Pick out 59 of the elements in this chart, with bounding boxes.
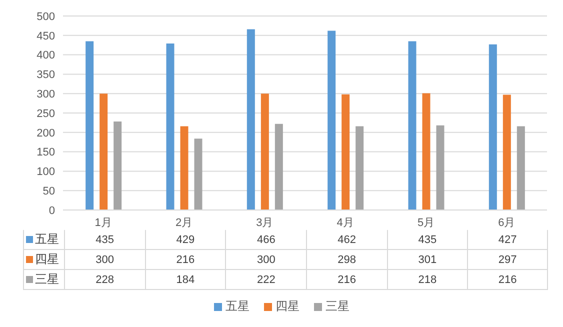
data-label: 184 [144, 270, 226, 290]
data-label: 300 [225, 250, 306, 270]
bar [356, 126, 364, 210]
bar [436, 125, 444, 210]
legend-label: 三星 [23, 270, 64, 290]
data-label: 298 [306, 250, 387, 270]
text: 三星 [326, 299, 350, 313]
x-tick-label: 2月 [175, 216, 193, 229]
data-label: 297 [467, 250, 548, 270]
data-label: 228 [64, 270, 145, 290]
data-label: 435 [386, 230, 468, 250]
data-label: 216 [306, 270, 387, 290]
data-label: 218 [386, 270, 468, 290]
bar [516, 126, 525, 210]
data-label: 427 [467, 230, 548, 250]
x-tick-label: 5月 [417, 216, 435, 229]
x-tick-label: 4月 [336, 216, 354, 229]
y-tick-label: 300 [36, 88, 55, 101]
bar [488, 44, 497, 210]
bar [328, 30, 336, 210]
y-tick-label: 400 [36, 50, 55, 62]
text: 五星 [226, 299, 250, 313]
bar [180, 126, 188, 210]
bar [502, 94, 511, 210]
y-tick-label: 150 [36, 146, 55, 159]
bar [246, 29, 255, 210]
y-tick-label: 350 [36, 69, 55, 82]
data-label: 300 [64, 250, 145, 270]
bar [260, 94, 269, 210]
data-label: 435 [64, 230, 145, 250]
data-label: 301 [386, 250, 468, 270]
bar [274, 124, 283, 210]
y-tick-label: 100 [36, 166, 55, 178]
legend-label: 五星 [23, 230, 64, 250]
y-tick-label: 50 [42, 186, 55, 198]
y-tick-label: 500 [36, 10, 55, 23]
bar [408, 41, 416, 210]
data-label: 222 [225, 270, 306, 290]
bar [194, 138, 202, 210]
x-tick-label: 6月 [498, 216, 516, 229]
data-label: 216 [144, 250, 226, 270]
bar [166, 44, 174, 210]
y-tick-label: 0 [48, 204, 55, 217]
legend-label: 四星 [23, 250, 64, 270]
bar [342, 94, 350, 210]
bar [422, 93, 430, 210]
y-tick-label: 200 [36, 127, 55, 140]
data-label: 216 [467, 270, 548, 290]
y-tick-label: 450 [36, 30, 55, 42]
bar [100, 94, 108, 210]
data-label: 462 [306, 230, 387, 250]
data-label: 429 [144, 230, 226, 250]
y-tick-label: 250 [36, 108, 55, 120]
x-tick-label: 1月 [94, 216, 112, 229]
data-label: 466 [225, 230, 306, 250]
bar [86, 41, 94, 210]
x-tick-label: 3月 [256, 216, 274, 229]
text: 四星 [276, 299, 300, 313]
bar [114, 122, 122, 210]
